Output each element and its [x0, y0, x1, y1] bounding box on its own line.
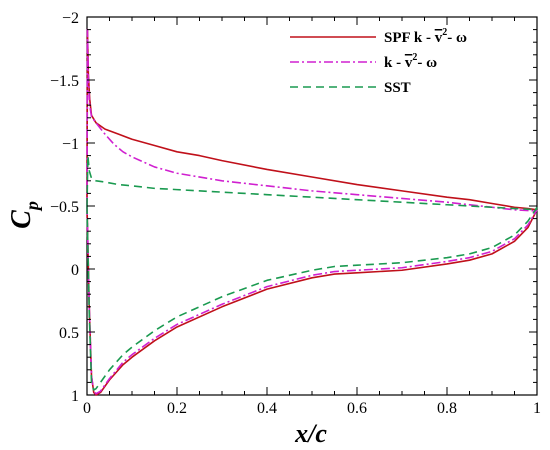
axis-ticks: 0 0.2 0.4 0.6 0.8 1 −2 −1.5 −1 −0.5 0 0.5 1 — [50, 10, 541, 417]
legend-label-main: SST — [384, 80, 411, 96]
plot-frame — [86, 16, 538, 396]
legend-label-sup: 2 — [442, 27, 447, 38]
series-0-lower-surface-line — [86, 205, 538, 396]
x-tick-label: 1 — [533, 400, 541, 417]
x-tick-label: 0.4 — [257, 400, 277, 417]
x-axis-title: x/c — [294, 419, 327, 448]
x-tick-label: 0.8 — [437, 400, 457, 417]
series-2 — [86, 154, 538, 391]
svg-text:Cp: Cp — [6, 201, 42, 229]
legend-label: SST — [384, 80, 411, 96]
y-tick-label: −1 — [62, 136, 79, 153]
series-1-lower-surface-line — [86, 205, 538, 395]
x-tick-label: 0.2 — [167, 400, 187, 417]
legend-label: k - v2- ω — [384, 52, 437, 71]
legend-label-main: k - — [384, 55, 405, 71]
y-tick-label: −0.5 — [50, 199, 79, 216]
series-1 — [86, 28, 538, 395]
plot-area — [86, 16, 538, 396]
legend-label: SPF k - v2- ω — [384, 27, 467, 46]
y-axis-title-main: C — [6, 210, 37, 229]
x-tick-label: 0 — [83, 400, 91, 417]
y-axis-title: Cp — [6, 201, 42, 229]
series-0-upper-surface-line — [86, 28, 538, 211]
y-tick-label: −2 — [62, 10, 79, 27]
y-axis-title-subscript: p — [22, 201, 42, 212]
legend-label-v: v — [435, 30, 443, 46]
y-tick-label: 1 — [71, 388, 79, 405]
curves — [86, 28, 538, 396]
legend-label-tail: - ω — [447, 30, 467, 46]
x-tick-label: 0.6 — [347, 400, 367, 417]
legend-label-tail: - ω — [417, 55, 437, 71]
legend-label-main: SPF k - — [384, 30, 435, 46]
legend-label-v: v — [405, 55, 413, 71]
series-1-upper-surface-line — [86, 28, 538, 212]
legend-label-sup: 2 — [412, 52, 417, 63]
y-tick-label: 0 — [71, 262, 79, 279]
series-2-lower-surface-line — [86, 205, 538, 391]
y-tick-label: 0.5 — [59, 325, 79, 342]
y-tick-label: −1.5 — [50, 73, 79, 90]
series-0 — [86, 28, 538, 396]
series-2-upper-surface-line — [86, 154, 538, 211]
